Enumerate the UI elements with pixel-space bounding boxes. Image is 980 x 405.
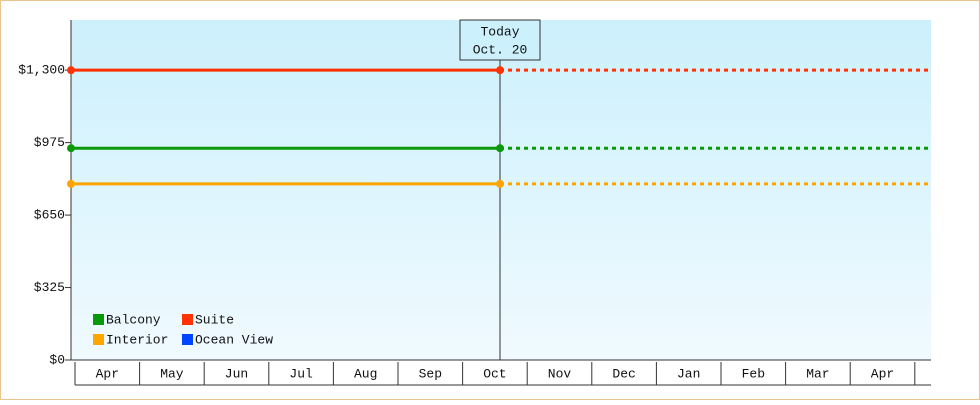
point — [496, 66, 504, 75]
point — [496, 179, 504, 188]
x-tick-label: Apr — [96, 366, 119, 381]
today-date: Oct. 20 — [473, 42, 528, 57]
point — [67, 179, 75, 188]
x-tick-label: Jan — [677, 366, 700, 381]
point — [496, 144, 504, 153]
x-tick-label: Feb — [742, 366, 765, 381]
today-title: Today — [480, 24, 519, 39]
x-tick-label: Oct — [483, 366, 506, 381]
y-tick-label: $0 — [49, 352, 65, 367]
legend-label: Suite — [195, 312, 234, 327]
x-tick-label: Dec — [612, 366, 635, 381]
point — [67, 144, 75, 153]
x-tick-label: May — [160, 366, 184, 381]
legend-swatch — [182, 314, 193, 325]
x-tick-label: Nov — [548, 366, 572, 381]
x-tick-label: Jun — [225, 366, 248, 381]
x-tick-label: Sep — [419, 366, 442, 381]
point — [67, 66, 75, 75]
today-box — [459, 19, 541, 61]
x-tick-label: Apr — [871, 366, 894, 381]
x-tick-label: Aug — [354, 366, 377, 381]
y-tick-label: $325 — [34, 280, 65, 295]
legend-label: Balcony — [106, 312, 161, 327]
legend-label: Ocean View — [195, 332, 273, 347]
legend-swatch — [93, 334, 104, 345]
y-tick-label: $650 — [34, 208, 65, 223]
x-tick-label: Mar — [806, 366, 829, 381]
y-tick-label: $975 — [34, 135, 65, 150]
plot-area — [71, 20, 931, 360]
legend-swatch — [182, 334, 193, 345]
legend-swatch — [93, 314, 104, 325]
legend-label: Interior — [106, 332, 168, 347]
x-tick-label: Jul — [289, 366, 313, 381]
y-tick-label: $1,300 — [18, 63, 65, 78]
